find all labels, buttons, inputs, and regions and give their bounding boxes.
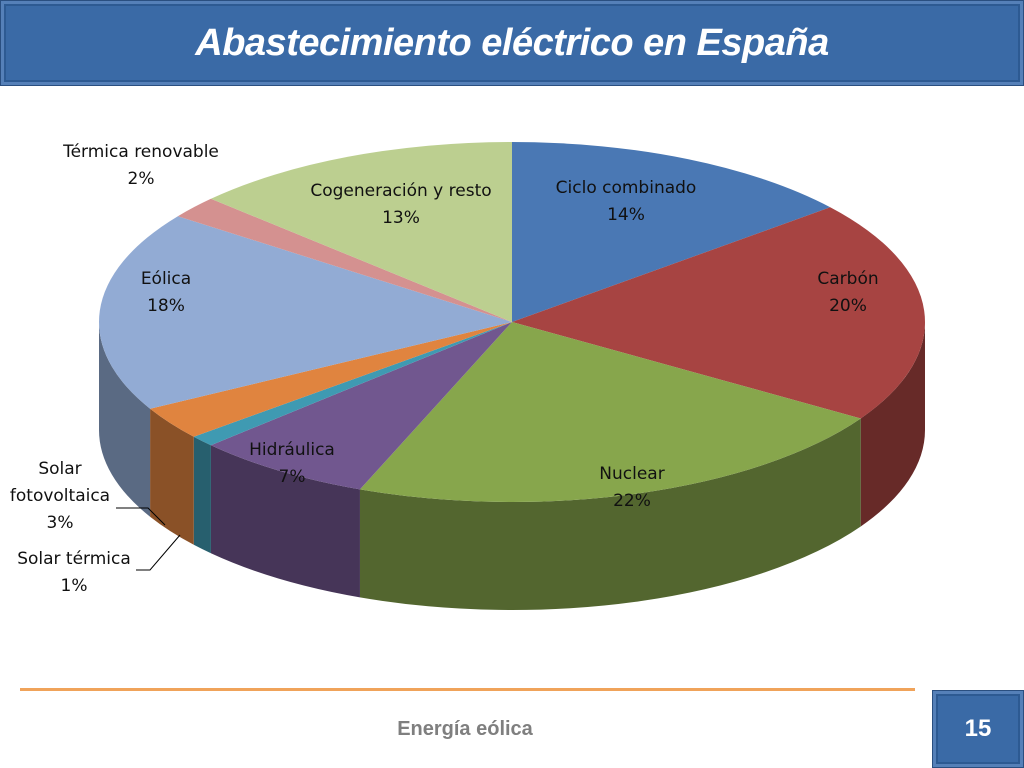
data-label-value: 20%	[829, 296, 867, 316]
data-label-name: Nuclear	[599, 464, 665, 484]
data-label-carbon: Carbón 20%	[817, 266, 878, 320]
page-number: 15	[932, 690, 1024, 768]
data-label-value: 2%	[127, 169, 155, 189]
data-label-solar-termica: Solar térmica 1%	[17, 546, 131, 600]
leader-line	[116, 507, 166, 526]
pie-slice-eolica	[98, 216, 512, 409]
pie-side-solar-termica	[193, 436, 211, 554]
leader-line	[136, 534, 181, 571]
data-label-value: 7%	[278, 467, 306, 487]
data-label-name: Térmica renovable	[63, 142, 219, 162]
pie-slice-solar-termica	[193, 322, 513, 446]
pie-side-solar-fotovoltaica	[150, 408, 194, 545]
pie-side-carbon	[860, 322, 925, 527]
data-label-name: Solar fotovoltaica	[9, 459, 111, 506]
data-label-name: Solar térmica	[17, 549, 131, 569]
pie-slice-nuclear	[359, 322, 861, 502]
data-label-name: Eólica	[140, 269, 192, 289]
data-label-termica-renovable: Térmica renovable 2%	[63, 139, 219, 193]
pie-side-eolica	[99, 322, 151, 517]
pie-slice-cogeneracion-y-resto	[210, 142, 512, 322]
data-label-value: 13%	[382, 208, 420, 228]
data-label-hidraulica: Hidráulica 7%	[249, 437, 335, 491]
data-label-cogeneracion-y-resto: Cogeneración y resto 13%	[310, 178, 491, 232]
pie-side-hidraulica	[210, 445, 360, 598]
data-label-name: Ciclo combinado	[555, 178, 697, 198]
data-label-ciclo-combinado: Ciclo combinado 14%	[556, 175, 697, 229]
pie-side-nuclear	[359, 418, 861, 610]
pie-slice-carbon	[512, 207, 925, 419]
data-label-name: Cogeneración y resto	[310, 181, 492, 201]
data-label-value: 1%	[60, 576, 88, 596]
slide-title: Abastecimiento eléctrico en España	[195, 21, 829, 64]
data-label-name: Carbón	[817, 269, 879, 289]
pie-slice-ciclo-combinado	[512, 142, 831, 322]
data-label-value: 18%	[147, 296, 185, 316]
title-bar: Abastecimiento eléctrico en España	[0, 0, 1024, 86]
pie-slice-termica-renovable	[177, 198, 512, 322]
pie-slice-hidraulica	[210, 322, 512, 490]
data-label-solar-fotovoltaica: Solar fotovoltaica 3%	[10, 456, 110, 537]
footer-divider	[20, 688, 915, 691]
data-label-eolica: Eólica 18%	[141, 266, 191, 320]
pie-slice-solar-fotovoltaica	[150, 322, 513, 437]
data-label-name: Hidráulica	[249, 440, 335, 460]
data-label-nuclear: Nuclear 22%	[599, 461, 664, 515]
data-label-value: 22%	[613, 491, 651, 511]
footer-text: Energía eólica	[397, 718, 533, 740]
pie-chart	[98, 142, 925, 610]
data-label-value: 3%	[46, 513, 74, 533]
data-label-value: 14%	[607, 205, 645, 225]
